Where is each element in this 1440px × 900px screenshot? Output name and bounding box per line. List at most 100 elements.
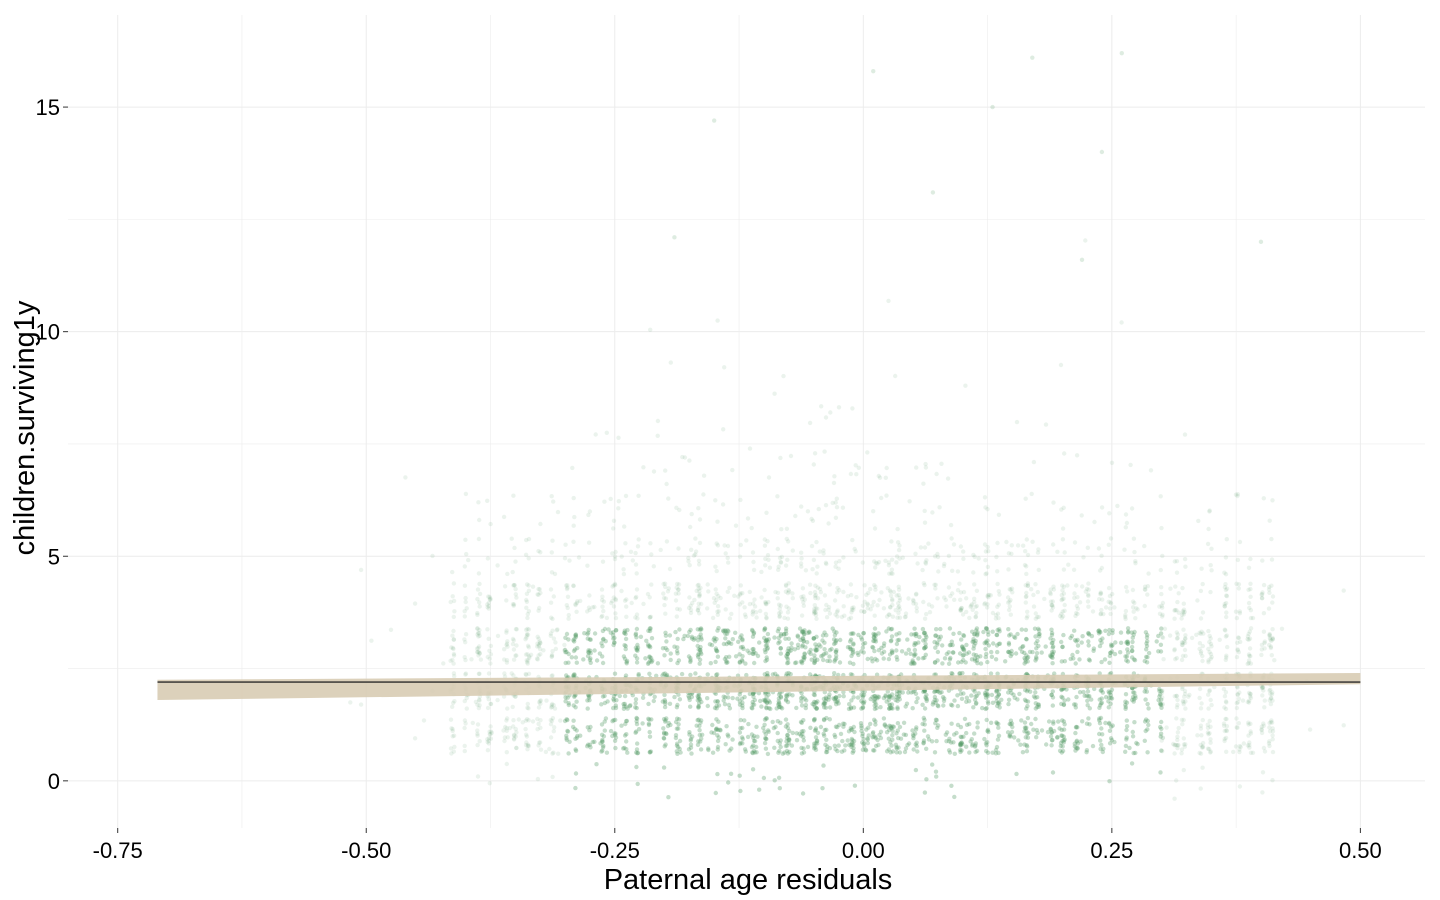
data-point <box>1144 660 1150 665</box>
data-point <box>878 705 883 710</box>
data-point <box>752 604 758 609</box>
data-point <box>1181 736 1187 741</box>
data-point <box>675 606 680 612</box>
data-point <box>1142 689 1147 694</box>
data-point <box>1050 770 1056 775</box>
data-point <box>763 601 768 607</box>
data-point <box>485 605 490 610</box>
data-point <box>1267 590 1272 595</box>
data-point <box>566 616 571 621</box>
data-point <box>850 631 855 636</box>
data-point <box>871 599 876 605</box>
data-point <box>535 727 540 732</box>
data-point <box>705 582 710 587</box>
data-point <box>1019 718 1024 723</box>
data-point <box>896 745 901 750</box>
data-point <box>647 671 652 676</box>
data-point <box>813 642 818 647</box>
data-point <box>784 654 789 659</box>
data-point <box>633 697 639 702</box>
data-point <box>961 648 967 653</box>
data-point <box>930 762 935 767</box>
y-tick-label: 10 <box>36 320 60 345</box>
data-point <box>1024 594 1029 599</box>
data-point <box>723 551 728 556</box>
data-point <box>776 750 781 755</box>
data-point <box>958 608 963 613</box>
data-point <box>1071 702 1077 707</box>
data-point <box>452 699 457 704</box>
data-point <box>1048 599 1054 604</box>
data-point <box>937 505 942 510</box>
data-point <box>548 722 554 727</box>
data-point <box>1174 655 1180 661</box>
data-point <box>848 631 854 636</box>
data-point <box>1267 729 1273 734</box>
data-point <box>511 657 517 662</box>
data-point <box>505 706 510 711</box>
data-point <box>804 698 809 703</box>
data-point <box>873 584 878 589</box>
data-point <box>1259 652 1264 658</box>
data-point <box>1259 647 1265 652</box>
data-point <box>1060 583 1065 588</box>
data-point <box>861 630 866 636</box>
data-point <box>1262 640 1267 646</box>
data-point <box>475 632 480 637</box>
data-point <box>1025 659 1030 664</box>
data-point <box>675 751 680 756</box>
data-point <box>960 670 965 676</box>
data-point <box>1071 656 1076 661</box>
data-point <box>651 469 657 474</box>
data-point <box>616 506 621 511</box>
data-point <box>1206 706 1211 711</box>
data-point <box>986 595 991 600</box>
data-point <box>968 604 973 609</box>
data-point <box>725 543 731 549</box>
data-point <box>564 583 569 588</box>
data-point <box>502 674 508 679</box>
data-point <box>900 555 905 560</box>
data-point <box>1207 688 1212 693</box>
data-point <box>1009 690 1014 696</box>
data-point <box>451 651 457 657</box>
data-point <box>896 584 901 589</box>
data-point <box>893 742 899 747</box>
data-point <box>1018 646 1023 651</box>
data-point <box>1207 718 1212 724</box>
data-point <box>592 631 598 636</box>
data-point <box>1268 645 1274 651</box>
data-point <box>1106 689 1111 694</box>
data-point <box>1267 725 1272 730</box>
data-point <box>1179 747 1185 752</box>
data-point <box>785 648 790 654</box>
data-point <box>692 597 697 603</box>
data-point <box>984 748 989 754</box>
data-point <box>888 589 893 594</box>
data-point <box>994 689 999 694</box>
data-point <box>895 540 901 545</box>
data-point <box>897 631 902 636</box>
data-point <box>860 740 865 745</box>
data-point <box>946 650 951 655</box>
data-point <box>839 614 845 620</box>
data-point <box>1224 586 1230 591</box>
data-point <box>1043 422 1049 427</box>
data-point <box>1110 628 1115 633</box>
data-point <box>1080 584 1085 589</box>
data-point <box>1172 743 1177 748</box>
data-point <box>1070 652 1075 658</box>
data-point <box>1100 732 1105 737</box>
data-point <box>785 751 791 756</box>
data-point <box>849 727 854 733</box>
data-point <box>1269 720 1275 725</box>
data-point <box>947 750 953 755</box>
data-point <box>814 700 819 706</box>
data-point <box>832 732 837 738</box>
data-point <box>634 715 639 721</box>
data-point <box>587 698 592 703</box>
data-point <box>1198 706 1204 711</box>
data-point <box>751 743 756 748</box>
data-point <box>1123 614 1128 620</box>
data-point <box>1061 632 1066 638</box>
